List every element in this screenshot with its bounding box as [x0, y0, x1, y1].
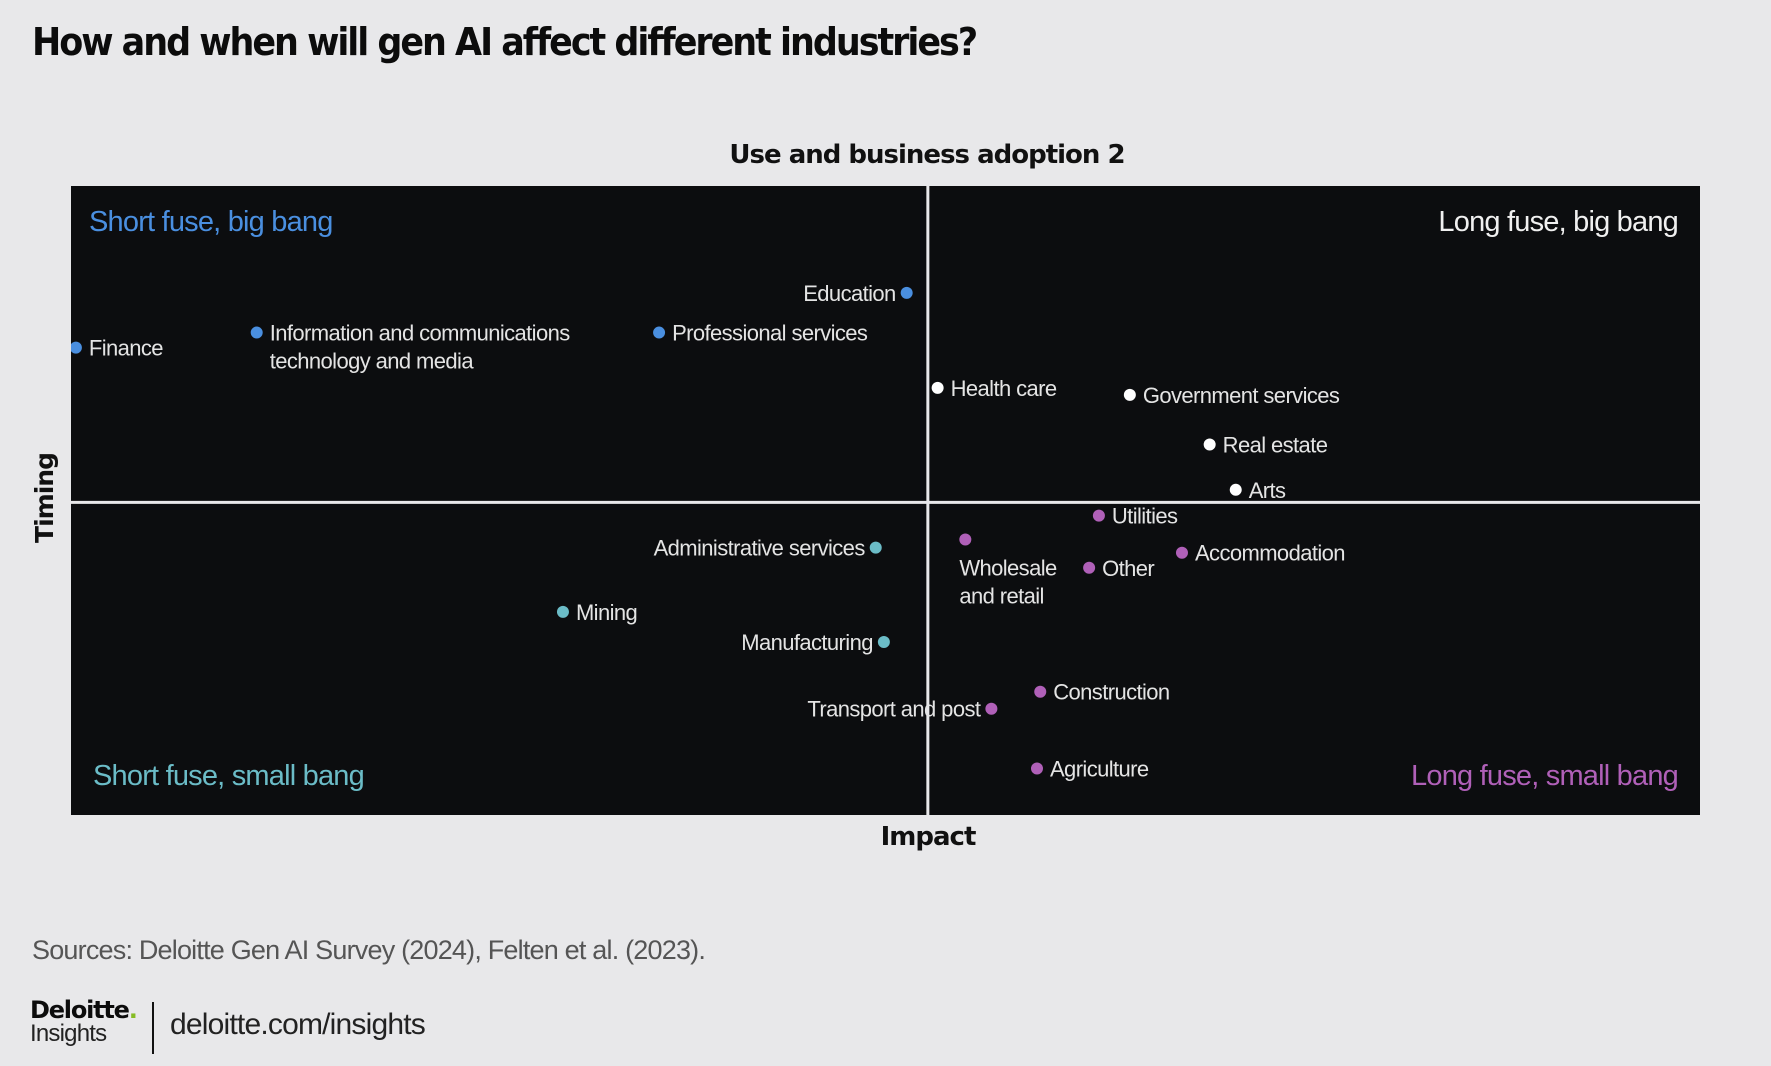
website-link[interactable]: deloitte.com/insights	[170, 1008, 426, 1041]
data-label-construction: Construction	[1053, 680, 1169, 705]
source-note: Sources: Deloitte Gen AI Survey (2024), …	[32, 935, 706, 965]
logo-subtitle: Insights	[30, 1020, 107, 1047]
deloitte-insights-logo[interactable]: Deloitte. Insights	[30, 996, 138, 1047]
logo-green-dot: .	[128, 996, 138, 1024]
y-axis-label: Timing	[30, 453, 59, 543]
data-label-arts: Arts	[1249, 478, 1286, 503]
data-point-arts[interactable]	[1229, 483, 1242, 496]
data-point-administrative-services[interactable]	[869, 541, 882, 554]
data-label-mining: Mining	[576, 600, 637, 625]
top-axis-label: Use and business adoption 2	[729, 140, 1125, 170]
data-label-health-care: Health care	[951, 376, 1057, 401]
data-point-health-care[interactable]	[931, 381, 944, 394]
data-label-administrative-services: Administrative services	[654, 536, 866, 561]
x-axis-label: Impact	[880, 822, 977, 852]
data-point-government-services[interactable]	[1123, 388, 1136, 401]
data-point-mining[interactable]	[556, 605, 569, 618]
data-point-information-and-communications-technology-and-media[interactable]	[250, 326, 263, 339]
data-point-finance[interactable]	[71, 341, 82, 354]
logo-divider	[152, 1002, 154, 1054]
data-point-accommodation[interactable]	[1175, 546, 1188, 559]
quadrant-label-short-fuse-small-bang: Short fuse, small bang	[93, 760, 365, 792]
chart-title: How and when will gen AI affect differen…	[32, 20, 978, 64]
data-label-utilities: Utilities	[1112, 504, 1178, 529]
quadrant-label-short-fuse-big-bang: Short fuse, big bang	[89, 206, 333, 238]
data-point-construction[interactable]	[1034, 685, 1047, 698]
data-label-wholesale-and-retail: Wholesale and retail	[959, 555, 1057, 608]
data-point-professional-services[interactable]	[653, 326, 666, 339]
data-label-education: Education	[803, 281, 895, 306]
data-label-government-services: Government services	[1143, 383, 1340, 408]
scatter-svg: Finance Information and communications tec…	[71, 186, 1700, 815]
data-label-agriculture: Agriculture	[1050, 756, 1149, 781]
data-label-information-and-communications-technology-and-media: Information and communications technology…	[270, 321, 571, 374]
data-label-manufacturing: Manufacturing	[741, 630, 873, 655]
data-label-professional-services: Professional services	[672, 321, 868, 346]
data-label-other: Other	[1102, 556, 1154, 581]
data-point-real-estate[interactable]	[1203, 438, 1216, 451]
data-point-wholesale-and-retail[interactable]	[959, 533, 972, 546]
data-point-utilities[interactable]	[1092, 509, 1105, 522]
data-point-agriculture[interactable]	[1030, 762, 1043, 775]
data-label-finance: Finance	[89, 336, 163, 361]
data-point-other[interactable]	[1083, 561, 1096, 574]
data-point-transport-and-post[interactable]	[985, 702, 998, 715]
logo-wordmark: Deloitte.	[30, 996, 138, 1024]
data-point-education[interactable]	[900, 286, 913, 299]
data-label-accommodation: Accommodation	[1195, 541, 1345, 566]
data-label-real-estate: Real estate	[1223, 433, 1328, 458]
plot-area: Finance Information and communications tec…	[71, 186, 1700, 815]
data-point-manufacturing[interactable]	[877, 636, 890, 649]
quadrant-label-long-fuse-small-bang: Long fuse, small bang	[1411, 760, 1679, 792]
quadrant-label-long-fuse-big-bang: Long fuse, big bang	[1438, 206, 1678, 238]
data-label-transport-and-post: Transport and post	[807, 697, 981, 722]
